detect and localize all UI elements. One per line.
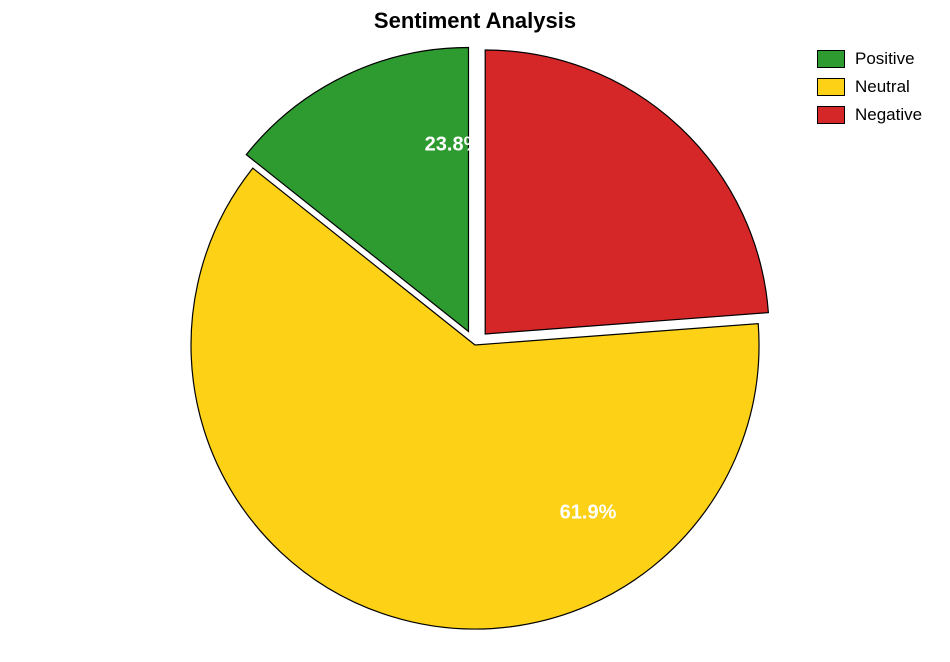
pie-slice-negative [485, 50, 768, 334]
legend-swatch-positive [817, 50, 845, 68]
legend-item: Positive [817, 47, 922, 71]
legend-label: Positive [855, 49, 915, 69]
pie-chart: 14.3%61.9%23.8% [0, 0, 950, 662]
slice-pct-label: 61.9% [560, 501, 617, 523]
legend-label: Negative [855, 105, 922, 125]
legend-swatch-neutral [817, 78, 845, 96]
legend-item: Neutral [817, 75, 922, 99]
legend-swatch-negative [817, 106, 845, 124]
slice-pct-label: 23.8% [425, 133, 482, 155]
legend-label: Neutral [855, 77, 910, 97]
legend-item: Negative [817, 103, 922, 127]
chart-legend: Positive Neutral Negative [817, 47, 922, 131]
